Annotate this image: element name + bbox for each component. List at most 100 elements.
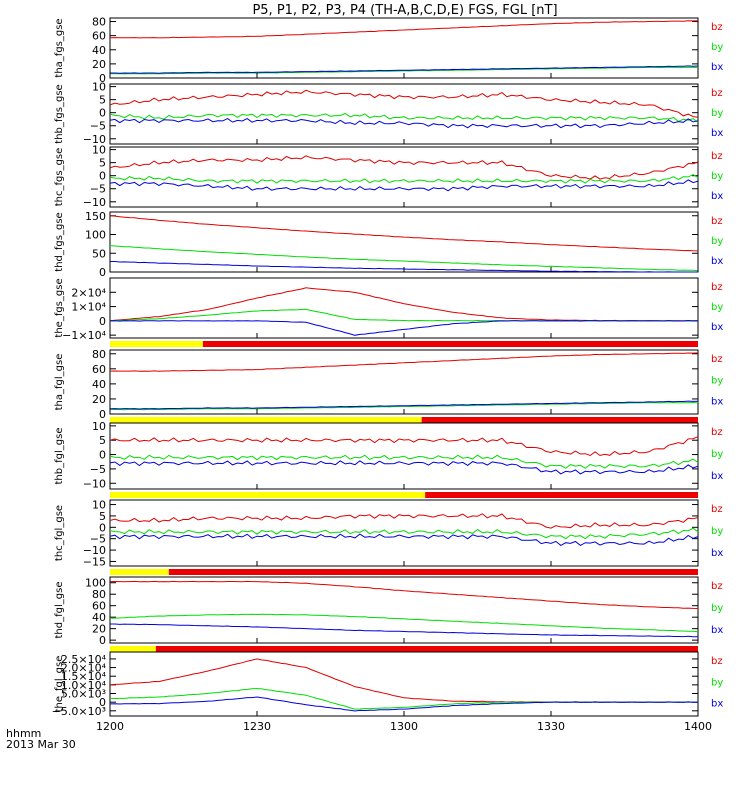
status-bar-red bbox=[202, 341, 699, 347]
legend-bz: bz bbox=[711, 282, 723, 293]
legend-bx: bx bbox=[711, 62, 723, 73]
legend-bz: bz bbox=[711, 581, 723, 592]
status-bar-yellow bbox=[110, 341, 203, 347]
legend-by: by bbox=[711, 677, 723, 688]
panel-frame bbox=[109, 17, 699, 79]
y-tick-label: 2×10⁴ bbox=[71, 286, 106, 299]
panel-frame bbox=[109, 146, 699, 208]
panel-frame bbox=[109, 651, 699, 717]
legend-bx: bx bbox=[711, 625, 723, 636]
legend-bx: bx bbox=[711, 699, 723, 710]
y-tick-label: 40 bbox=[92, 378, 106, 391]
series-line-bz bbox=[109, 580, 699, 609]
y-tick-label: 5 bbox=[99, 434, 106, 447]
y-tick-label: −15 bbox=[83, 555, 106, 568]
status-bar-red bbox=[421, 417, 698, 423]
series-line-by bbox=[109, 688, 699, 710]
y-tick-label: 1×10⁴ bbox=[71, 301, 106, 314]
series-line-bz bbox=[109, 20, 699, 39]
y-axis-label: thc_fgs_gse bbox=[54, 148, 65, 207]
y-tick-label: 0 bbox=[99, 634, 106, 647]
series-line-bx bbox=[109, 320, 699, 336]
status-bar-yellow bbox=[110, 417, 422, 423]
y-tick-label: −1×10⁴ bbox=[62, 329, 106, 342]
y-tick-label: 0 bbox=[99, 266, 106, 279]
y-axis-label: tha_fgl_gse bbox=[54, 354, 65, 411]
footer-label: hhmm bbox=[6, 727, 41, 740]
panel-tha_fgl_gse: 80 60 40 20 0 tha_fgl_gse bz by bx bbox=[54, 348, 723, 423]
series-line-bx bbox=[110, 65, 699, 74]
legend-bz: bz bbox=[711, 656, 723, 667]
footer-date: 2013 Mar 30 bbox=[6, 738, 76, 751]
panel-frame bbox=[109, 349, 699, 415]
y-tick-label: −5 bbox=[90, 183, 106, 196]
series-line-by bbox=[109, 174, 699, 184]
x-tick-label: 1300 bbox=[390, 720, 418, 733]
series-line-by bbox=[109, 613, 699, 633]
legend-by: by bbox=[711, 236, 723, 247]
series-line-bx bbox=[109, 533, 699, 547]
y-axis-label: thb_fgl_gse bbox=[54, 428, 65, 485]
x-tick-label: 1230 bbox=[243, 720, 271, 733]
y-tick-label: 60 bbox=[92, 600, 106, 613]
status-bar-yellow bbox=[110, 646, 156, 652]
legend-by: by bbox=[711, 108, 723, 119]
series-line-bz bbox=[109, 352, 699, 372]
y-axis-label: thd_fgl_gse bbox=[54, 582, 65, 639]
series-line-by bbox=[109, 112, 699, 123]
y-axis-label: thb_fgs_gse bbox=[54, 84, 65, 143]
series-line-bx bbox=[109, 118, 699, 129]
series-line-bz bbox=[109, 89, 699, 118]
y-tick-label: −5 bbox=[90, 533, 106, 546]
series-line-bx bbox=[110, 623, 699, 638]
series-line-bx bbox=[109, 400, 699, 410]
y-tick-label: 1.0×10⁴ bbox=[61, 679, 107, 692]
y-tick-label: −10 bbox=[83, 133, 106, 146]
y-tick-label: 0 bbox=[99, 408, 106, 421]
legend-bz: bz bbox=[711, 151, 723, 162]
series-line-bx bbox=[109, 179, 699, 192]
legend-bz: bz bbox=[711, 216, 723, 227]
series-line-bz bbox=[109, 513, 699, 529]
series-line-bx bbox=[109, 460, 699, 475]
status-bar-red bbox=[155, 646, 698, 652]
y-tick-label: 2.5×10⁴ bbox=[61, 653, 107, 666]
y-tick-label: 60 bbox=[92, 363, 106, 376]
y-tick-label: 100 bbox=[85, 229, 106, 242]
legend-bx: bx bbox=[711, 548, 723, 559]
y-tick-label: 20 bbox=[92, 623, 106, 636]
legend-by: by bbox=[711, 526, 723, 537]
y-axis-label: the_fgs_gse bbox=[54, 278, 65, 337]
legend-bz: bz bbox=[711, 354, 723, 365]
y-tick-label: 1.5×10⁴ bbox=[61, 670, 107, 683]
y-tick-label: 0 bbox=[99, 107, 106, 120]
legend-bx: bx bbox=[711, 128, 723, 139]
legend-by: by bbox=[711, 449, 723, 460]
y-axis-label: tha_fgs_gse bbox=[54, 18, 65, 77]
legend-bz: bz bbox=[711, 22, 723, 33]
y-tick-label: 80 bbox=[92, 348, 106, 361]
legend-by: by bbox=[711, 375, 723, 386]
y-tick-label: 20 bbox=[92, 58, 106, 71]
y-tick-label: 80 bbox=[92, 588, 106, 601]
y-tick-label: −5 bbox=[90, 463, 106, 476]
series-line-bz bbox=[109, 658, 699, 703]
legend-bz: bz bbox=[711, 504, 723, 515]
x-tick-label: 1330 bbox=[537, 720, 565, 733]
y-tick-label: −5 bbox=[90, 120, 106, 133]
x-axis: 1200 1230 1300 1330 1400 bbox=[96, 73, 712, 733]
y-axis-label: thd_fgs_gse bbox=[54, 212, 65, 271]
y-axis-label: thc_fgl_gse bbox=[54, 505, 65, 561]
x-tick-label: 1400 bbox=[684, 720, 712, 733]
series-line-bz bbox=[109, 436, 699, 457]
panel-thd_fgs_gse: 150 100 50 0 thd_fgs_gse bz by bx bbox=[54, 210, 723, 279]
y-tick-label: 0 bbox=[99, 521, 106, 534]
y-tick-label: 40 bbox=[92, 611, 106, 624]
figure-title: P5, P1, P2, P3, P4 (TH-A,B,C,D,E) FGS, F… bbox=[252, 3, 557, 18]
y-tick-label: 5 bbox=[99, 157, 106, 170]
y-tick-label: 10 bbox=[92, 499, 106, 512]
